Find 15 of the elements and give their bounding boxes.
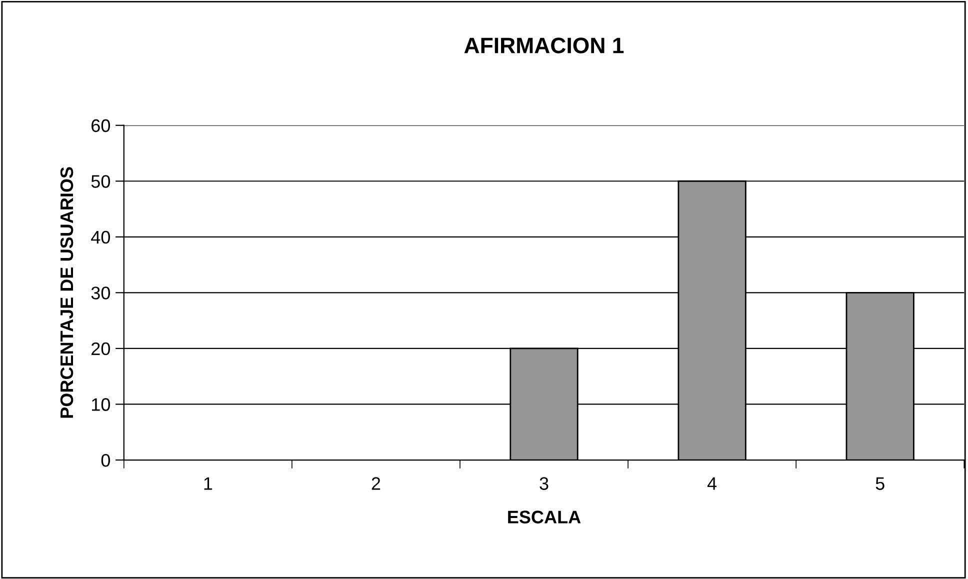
y-tick-label: 20 (92, 342, 110, 356)
x-tick-label: 4 (707, 477, 717, 490)
x-tick-label: 1 (204, 477, 212, 490)
y-axis-title: PORCENTAJE DE USUARIOS (60, 167, 74, 418)
y-tick-label: 60 (92, 119, 110, 132)
y-tick-label: 40 (91, 230, 110, 244)
x-tick-label: 5 (876, 477, 884, 490)
y-tick-label: 0 (101, 454, 110, 467)
x-tick-label: 2 (372, 477, 380, 490)
x-tick-label: 3 (540, 477, 548, 490)
chart-title: AFIRMACION 1 (464, 38, 624, 54)
x-axis-title: ESCALA (508, 510, 581, 524)
y-tick-label: 30 (91, 286, 110, 300)
y-tick-label: 50 (91, 175, 110, 188)
y-tick-label: 10 (92, 398, 110, 411)
